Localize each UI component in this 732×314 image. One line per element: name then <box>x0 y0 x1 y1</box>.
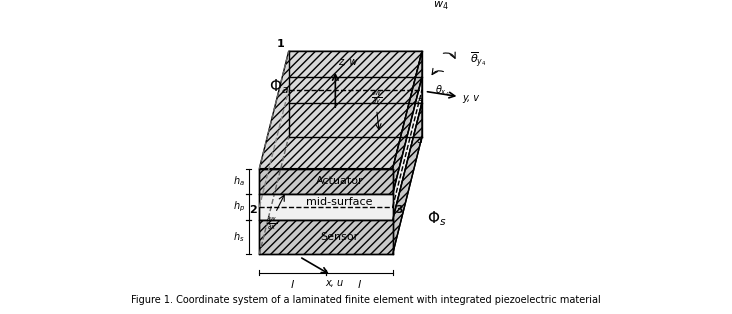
Text: Sensor: Sensor <box>320 232 359 242</box>
Text: $\Phi_s$: $\Phi_s$ <box>427 209 447 228</box>
Text: a: a <box>417 96 422 106</box>
Polygon shape <box>259 194 392 220</box>
Text: 3: 3 <box>395 205 403 215</box>
Text: a: a <box>417 134 422 144</box>
Text: y, v: y, v <box>462 93 479 103</box>
Text: 2: 2 <box>249 205 257 215</box>
Text: $h_p$: $h_p$ <box>233 200 244 214</box>
Text: $l$: $l$ <box>356 278 362 290</box>
Polygon shape <box>259 51 422 169</box>
Polygon shape <box>259 169 392 194</box>
Polygon shape <box>259 220 392 254</box>
Polygon shape <box>392 102 422 254</box>
Text: Actuator: Actuator <box>315 176 363 187</box>
Text: $h_s$: $h_s$ <box>233 230 244 244</box>
Text: Figure 1. Coordinate system of a laminated finite element with integrated piezoe: Figure 1. Coordinate system of a laminat… <box>131 295 601 305</box>
Text: $\overline{\theta}_{y_4}$: $\overline{\theta}_{y_4}$ <box>470 51 487 70</box>
Text: x, u: x, u <box>325 278 343 288</box>
Polygon shape <box>392 51 422 194</box>
Text: $\Phi_a$: $\Phi_a$ <box>269 77 289 96</box>
Text: $\frac{\partial w}{\partial x}$: $\frac{\partial w}{\partial x}$ <box>266 215 277 232</box>
Text: $l$: $l$ <box>290 278 295 290</box>
Text: $h_a$: $h_a$ <box>233 175 244 188</box>
Text: $\theta_{x_4}$: $\theta_{x_4}$ <box>436 84 450 99</box>
Text: mid-surface: mid-surface <box>306 197 373 207</box>
Text: 1: 1 <box>277 39 285 49</box>
Text: $\frac{\partial w}{\partial y}$: $\frac{\partial w}{\partial y}$ <box>371 89 382 107</box>
Polygon shape <box>392 77 422 220</box>
Text: z, w: z, w <box>338 57 357 67</box>
Text: $\overline{w}_4$: $\overline{w}_4$ <box>433 0 449 13</box>
